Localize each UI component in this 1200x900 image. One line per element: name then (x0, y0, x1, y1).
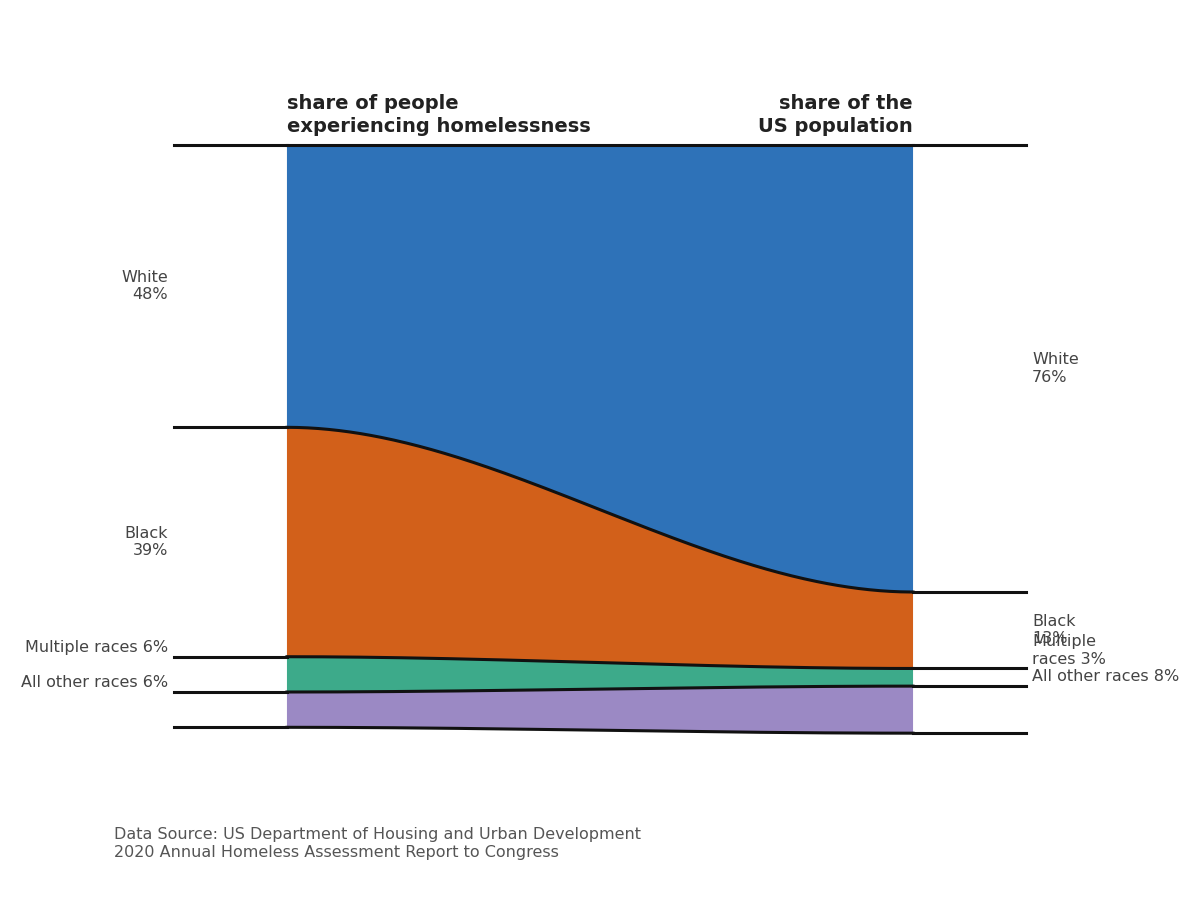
Text: White
48%: White 48% (121, 270, 168, 302)
Text: White
76%: White 76% (1032, 352, 1079, 384)
Polygon shape (287, 428, 913, 669)
Polygon shape (287, 686, 913, 733)
Text: Multiple
races 3%: Multiple races 3% (1032, 634, 1106, 667)
Polygon shape (287, 657, 913, 692)
Text: Black
39%: Black 39% (125, 526, 168, 558)
Text: All other races 6%: All other races 6% (20, 675, 168, 690)
Text: Data Source: US Department of Housing and Urban Development
2020 Annual Homeless: Data Source: US Department of Housing an… (114, 827, 641, 860)
Text: share of people
experiencing homelessness: share of people experiencing homelessnes… (287, 94, 590, 136)
Text: share of the
US population: share of the US population (758, 94, 913, 136)
Text: All other races 8%: All other races 8% (1032, 670, 1180, 684)
Text: Black
13%: Black 13% (1032, 614, 1075, 646)
Text: Multiple races 6%: Multiple races 6% (25, 640, 168, 655)
Polygon shape (287, 145, 913, 592)
